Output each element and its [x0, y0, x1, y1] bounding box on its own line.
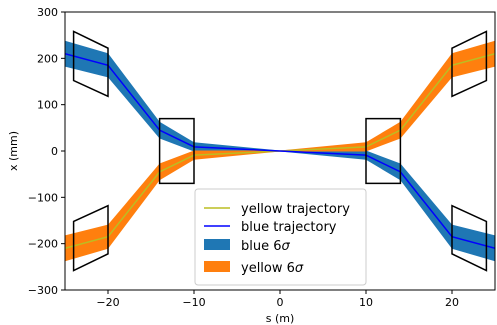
magnet-box-5	[451, 30, 488, 98]
legend-label-blue-band: blue 6σ	[241, 239, 291, 254]
trajectory-layer	[65, 52, 495, 250]
magnet-box-6	[451, 204, 488, 272]
y-tick-label: 300	[37, 6, 58, 19]
line-blue-trajectory	[65, 52, 495, 250]
y-tick-label: 100	[37, 99, 58, 112]
y-tick-label: −200	[28, 238, 58, 251]
x-tick-label: 0	[277, 296, 284, 309]
x-tick-label: 10	[359, 296, 373, 309]
x-tick-label: 20	[445, 296, 459, 309]
x-tick-label: −10	[182, 296, 205, 309]
legend-label-yellow-trajectory: yellow trajectory	[241, 202, 350, 217]
x-axis-label: s (m)	[266, 312, 295, 325]
legend: yellow trajectory blue trajectory blue 6…	[194, 188, 367, 286]
legend-frame	[194, 188, 367, 286]
x-tick-label: −20	[96, 296, 119, 309]
y-tick-label: −100	[28, 191, 58, 204]
legend-label-blue-trajectory: blue trajectory	[241, 220, 337, 235]
annotation-boxes	[72, 30, 488, 272]
magnet-box-4	[365, 117, 402, 185]
legend-swatch-yellow-band	[204, 261, 230, 272]
y-tick-label: 0	[51, 145, 58, 158]
y-axis-label: x (mm)	[7, 131, 20, 171]
legend-label-yellow-band: yellow 6σ	[241, 261, 304, 276]
magnet-box-2	[72, 204, 109, 272]
legend-swatch-blue-band	[204, 239, 230, 250]
y-tick-label: 200	[37, 52, 58, 65]
magnet-box-3	[158, 117, 195, 185]
y-tick-label: −300	[28, 284, 58, 297]
magnet-box-1	[72, 30, 109, 98]
